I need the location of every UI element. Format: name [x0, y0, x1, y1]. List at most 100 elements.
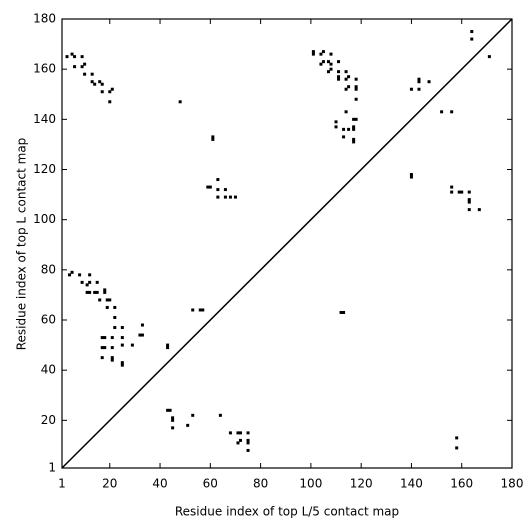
contact-point: [113, 326, 117, 330]
contact-point: [90, 80, 94, 84]
x-tick-label: 140: [400, 477, 423, 491]
contact-point: [105, 305, 109, 309]
contact-point: [140, 333, 144, 337]
contact-point: [326, 60, 330, 64]
contact-point: [347, 85, 351, 89]
contact-point: [83, 72, 87, 76]
contact-point: [103, 288, 107, 292]
diagonal-line: [61, 18, 513, 469]
contact-point: [344, 77, 348, 81]
contact-point: [354, 77, 358, 81]
contact-point: [409, 175, 413, 179]
contact-point: [470, 30, 474, 34]
contact-point: [103, 290, 107, 294]
contact-point: [311, 50, 315, 54]
contact-point: [103, 346, 107, 350]
contact-point: [238, 438, 242, 442]
contact-point: [409, 87, 413, 91]
contact-point: [166, 408, 170, 412]
x-tick-label: 60: [203, 477, 218, 491]
contact-point: [100, 90, 104, 94]
contact-point: [70, 52, 74, 56]
contact-point: [344, 70, 348, 74]
contact-point: [120, 343, 124, 347]
contact-point: [166, 346, 170, 350]
contact-point: [105, 298, 109, 302]
contact-point: [354, 87, 358, 91]
contact-point: [228, 431, 232, 435]
x-axis-label: Residue index of top L/5 contact map: [175, 505, 399, 519]
contact-point: [85, 290, 89, 294]
contact-point: [450, 190, 454, 194]
contact-point: [487, 55, 491, 59]
contact-point: [427, 80, 431, 84]
x-tick-label: 100: [299, 477, 322, 491]
x-tick-label: 120: [350, 477, 373, 491]
contact-point: [120, 336, 124, 340]
contact-point: [88, 290, 92, 294]
contact-point: [334, 125, 338, 129]
contact-point: [140, 323, 144, 327]
contact-point: [191, 413, 195, 417]
contact-point: [103, 336, 107, 340]
contact-point: [198, 308, 202, 312]
contact-point: [319, 62, 323, 66]
contact-point: [186, 423, 190, 427]
contact-point: [100, 336, 104, 340]
contact-point: [166, 343, 170, 347]
contact-point: [236, 431, 240, 435]
contact-point: [352, 117, 356, 121]
contact-point: [347, 75, 351, 79]
contact-point: [236, 441, 240, 445]
contact-point: [246, 438, 250, 442]
contact-point: [334, 120, 338, 124]
contact-point: [218, 413, 222, 417]
contact-point: [90, 72, 94, 76]
contact-point: [108, 90, 112, 94]
y-tick-label: 20: [41, 413, 56, 427]
contact-point: [100, 346, 104, 350]
contact-point: [211, 135, 215, 139]
contact-point: [467, 208, 471, 212]
contact-point: [354, 117, 358, 121]
contact-point: [100, 82, 104, 86]
contact-point: [171, 426, 175, 430]
y-tick-label: 60: [41, 313, 56, 327]
contact-point: [171, 418, 175, 422]
contact-point: [85, 283, 89, 287]
contact-point: [110, 336, 114, 340]
contact-point: [201, 308, 205, 312]
contact-point: [98, 80, 102, 84]
contact-point: [238, 431, 242, 435]
contact-point: [319, 52, 323, 56]
contact-point: [68, 273, 72, 277]
contact-point: [409, 173, 413, 177]
contact-point: [417, 87, 421, 91]
contact-point: [113, 305, 117, 309]
contact-point: [326, 70, 330, 74]
contact-point: [93, 82, 97, 86]
contact-point: [120, 363, 124, 367]
contact-point: [98, 298, 102, 302]
contact-point: [337, 70, 341, 74]
x-tick-label: 180: [501, 477, 524, 491]
contact-point: [93, 290, 97, 294]
contact-point: [470, 37, 474, 41]
contact-point: [467, 198, 471, 202]
contact-point: [216, 195, 220, 199]
contact-point: [246, 431, 250, 435]
contact-point: [467, 200, 471, 204]
contact-point: [110, 356, 114, 360]
contact-point: [78, 273, 82, 277]
contact-point: [344, 110, 348, 114]
contact-point: [344, 87, 348, 91]
contact-point: [477, 208, 481, 212]
contact-point: [95, 290, 99, 294]
contact-point: [337, 60, 341, 64]
contact-point: [246, 448, 250, 452]
contact-point: [329, 67, 333, 71]
contact-point: [342, 310, 346, 314]
contact-point: [178, 100, 182, 104]
plot-frame: [61, 18, 513, 469]
y-axis-label: Residue index of top L contact map: [15, 138, 29, 351]
